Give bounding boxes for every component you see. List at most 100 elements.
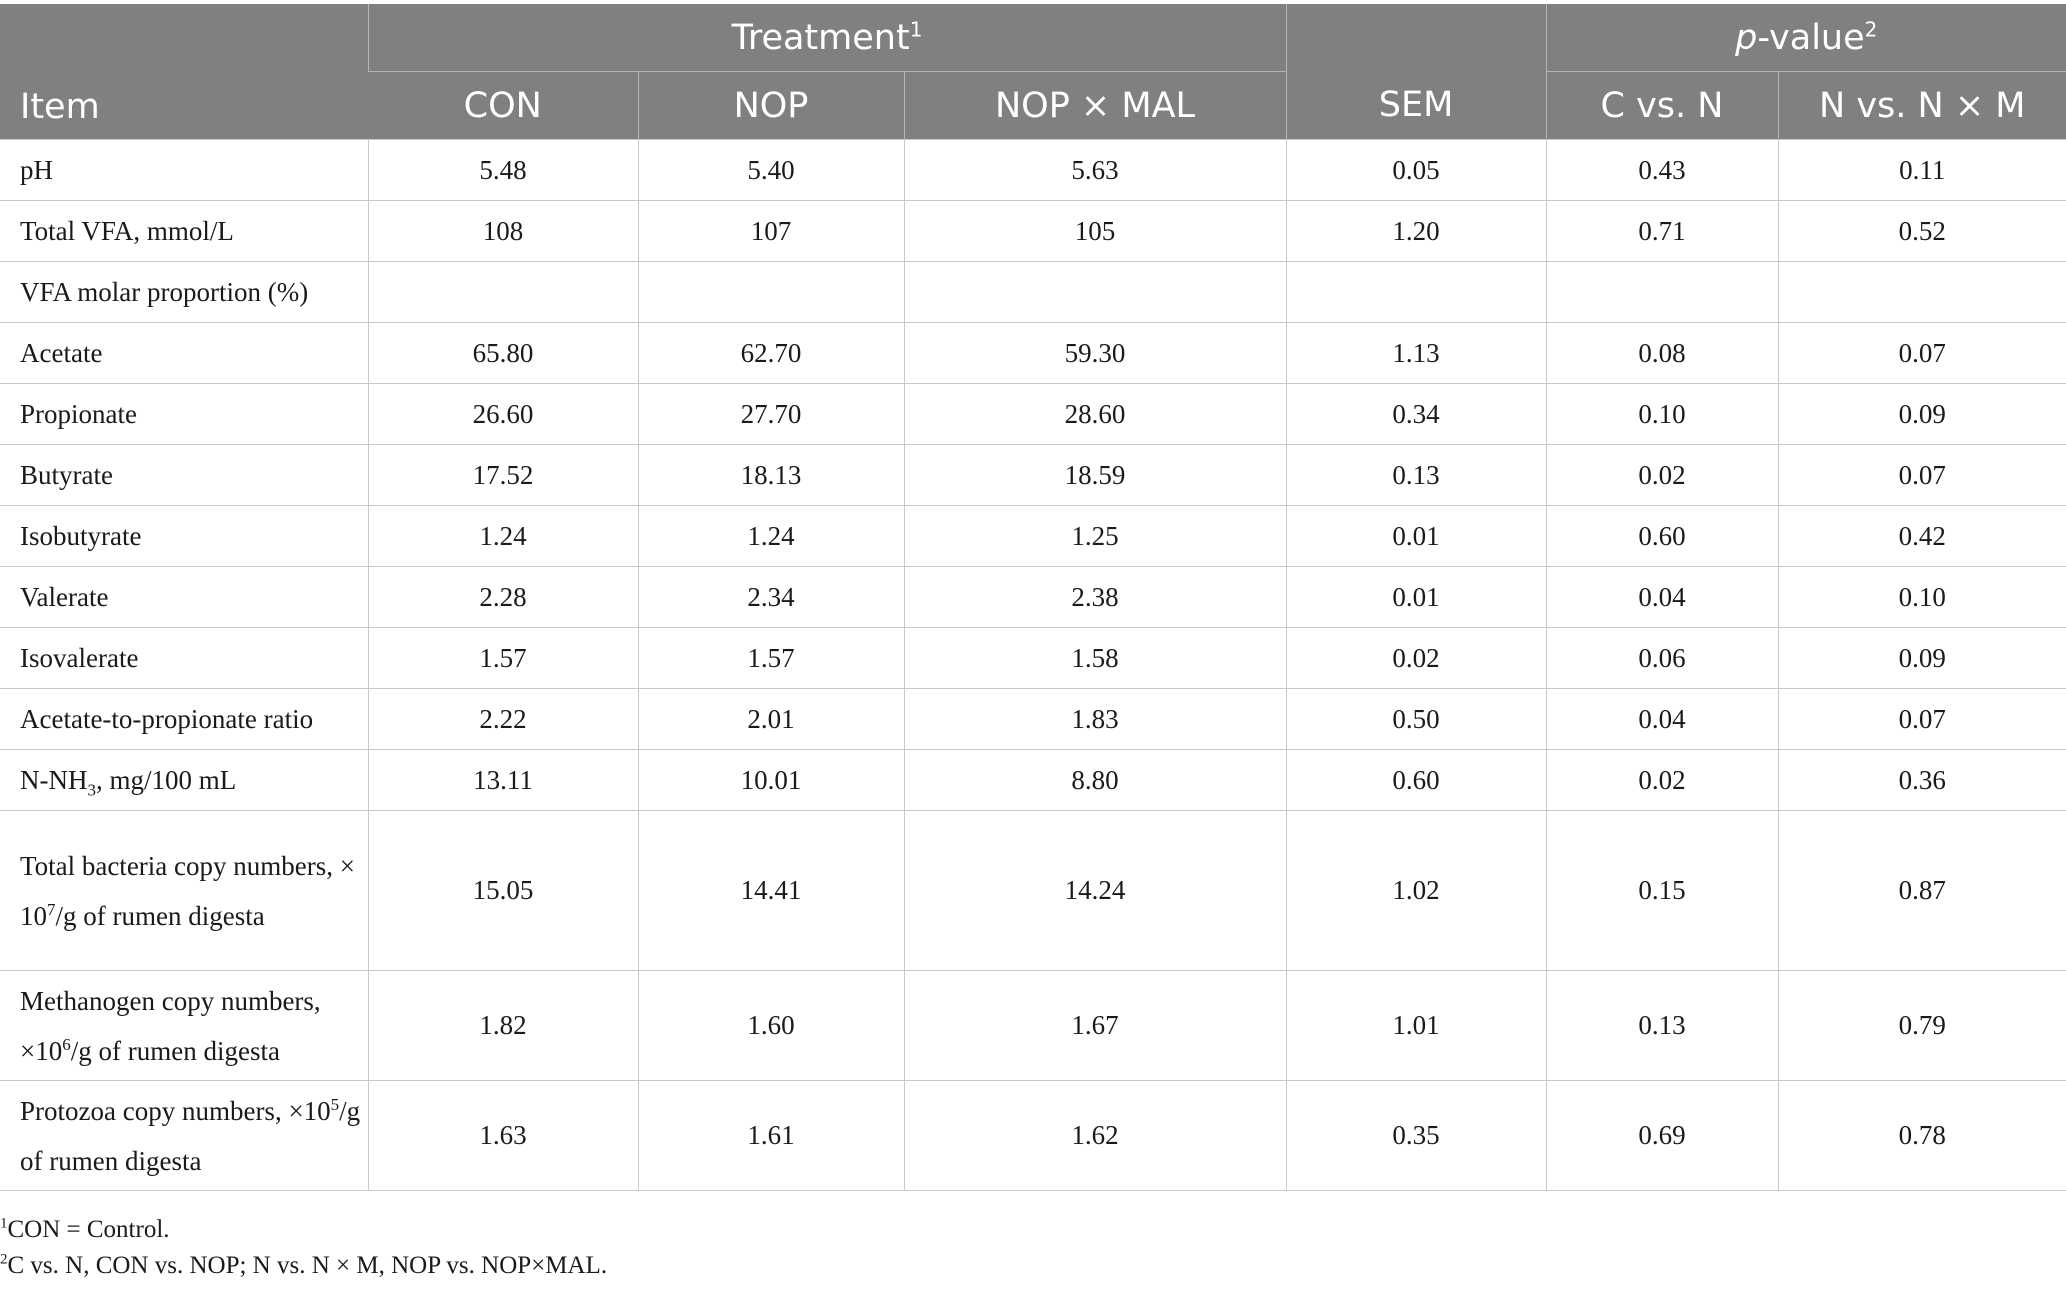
header-c-vs-n: C vs. N bbox=[1545, 71, 1779, 140]
cell: 18.13 bbox=[637, 444, 905, 506]
cell: 0.60 bbox=[1285, 749, 1547, 811]
table-row: pH 5.48 5.40 5.63 0.05 0.43 0.11 bbox=[0, 139, 2066, 201]
footnote: 1CON = Control. bbox=[0, 1215, 170, 1243]
table-row: Protozoa copy numbers, ×105/g of rumen d… bbox=[0, 1080, 2066, 1191]
cell: 1.83 bbox=[903, 688, 1287, 750]
cell: 0.13 bbox=[1545, 970, 1779, 1081]
row-label: Isovalerate bbox=[0, 627, 369, 689]
cell: 108 bbox=[367, 200, 639, 262]
cell: 13.11 bbox=[367, 749, 639, 811]
table-row: Acetate-to-propionate ratio 2.22 2.01 1.… bbox=[0, 688, 2066, 750]
row-label: Total bacteria copy numbers, × 107/g of … bbox=[0, 810, 369, 971]
cell: 0.01 bbox=[1285, 566, 1547, 628]
cell: 105 bbox=[903, 200, 1287, 262]
cell: 2.28 bbox=[367, 566, 639, 628]
row-label: pH bbox=[0, 139, 369, 201]
row-label: Propionate bbox=[0, 383, 369, 445]
header-pvalue: p-value2 bbox=[1545, 4, 2066, 72]
cell: 1.60 bbox=[637, 970, 905, 1081]
cell bbox=[1777, 261, 2066, 323]
cell: 0.87 bbox=[1777, 810, 2066, 971]
table-row: N-NH3, mg/100 mL 13.11 10.01 8.80 0.60 0… bbox=[0, 749, 2066, 811]
cell: 2.22 bbox=[367, 688, 639, 750]
cell: 8.80 bbox=[903, 749, 1287, 811]
cell: 0.08 bbox=[1545, 322, 1779, 384]
table-row: Total bacteria copy numbers, × 107/g of … bbox=[0, 810, 2066, 971]
table-row: Methanogen copy numbers, ×106/g of rumen… bbox=[0, 970, 2066, 1081]
cell: 1.25 bbox=[903, 505, 1287, 567]
cell: 0.13 bbox=[1285, 444, 1547, 506]
header-nop-mal: NOP × MAL bbox=[903, 71, 1287, 140]
cell: 2.38 bbox=[903, 566, 1287, 628]
cell: 62.70 bbox=[637, 322, 905, 384]
table-row: Acetate 65.80 62.70 59.30 1.13 0.08 0.07 bbox=[0, 322, 2066, 384]
table-row: Isovalerate 1.57 1.57 1.58 0.02 0.06 0.0… bbox=[0, 627, 2066, 689]
cell: 65.80 bbox=[367, 322, 639, 384]
cell: 1.57 bbox=[367, 627, 639, 689]
cell: 0.06 bbox=[1545, 627, 1779, 689]
cell: 0.34 bbox=[1285, 383, 1547, 445]
header-sem: SEM bbox=[1285, 71, 1547, 140]
cell: 15.05 bbox=[367, 810, 639, 971]
cell: 0.79 bbox=[1777, 970, 2066, 1081]
cell: 1.61 bbox=[637, 1080, 905, 1191]
header-con: CON bbox=[368, 71, 638, 140]
table-row: Butyrate 17.52 18.13 18.59 0.13 0.02 0.0… bbox=[0, 444, 2066, 506]
cell: 0.78 bbox=[1777, 1080, 2066, 1191]
table-row: Total VFA, mmol/L 108 107 105 1.20 0.71 … bbox=[0, 200, 2066, 262]
cell: 5.40 bbox=[637, 139, 905, 201]
footnotes: 1CON = Control. 2C vs. N, CON vs. NOP; N… bbox=[0, 1212, 607, 1284]
header-treatment: Treatment1 bbox=[367, 4, 1287, 72]
results-table: Item Treatment1 p-value2 CON NOP NOP × M… bbox=[0, 4, 2066, 1191]
row-label: Acetate bbox=[0, 322, 369, 384]
row-label: Butyrate bbox=[0, 444, 369, 506]
cell bbox=[637, 261, 905, 323]
header-blank bbox=[1285, 4, 1547, 72]
cell: 0.02 bbox=[1545, 444, 1779, 506]
row-label: Acetate-to-propionate ratio bbox=[0, 688, 369, 750]
cell: 0.50 bbox=[1285, 688, 1547, 750]
cell: 1.82 bbox=[367, 970, 639, 1081]
table-row: Valerate 2.28 2.34 2.38 0.01 0.04 0.10 bbox=[0, 566, 2066, 628]
cell: 1.02 bbox=[1285, 810, 1547, 971]
header-row-columns: CON NOP NOP × MAL SEM C vs. N N vs. N × … bbox=[0, 71, 2066, 140]
cell: 0.36 bbox=[1777, 749, 2066, 811]
cell bbox=[367, 261, 639, 323]
header-n-vs-nm: N vs. N × M bbox=[1777, 71, 2066, 140]
cell: 2.34 bbox=[637, 566, 905, 628]
row-label: Isobutyrate bbox=[0, 505, 369, 567]
cell: 28.60 bbox=[903, 383, 1287, 445]
cell: 1.67 bbox=[903, 970, 1287, 1081]
cell: 17.52 bbox=[367, 444, 639, 506]
header-item: Item bbox=[0, 4, 368, 140]
cell: 1.24 bbox=[367, 505, 639, 567]
cell: 0.01 bbox=[1285, 505, 1547, 567]
cell: 10.01 bbox=[637, 749, 905, 811]
cell: 0.42 bbox=[1777, 505, 2066, 567]
table-row: Propionate 26.60 27.70 28.60 0.34 0.10 0… bbox=[0, 383, 2066, 445]
table-row: VFA molar proportion (%) bbox=[0, 261, 2066, 323]
cell: 14.41 bbox=[637, 810, 905, 971]
cell: 1.62 bbox=[903, 1080, 1287, 1191]
cell: 14.24 bbox=[903, 810, 1287, 971]
cell: 2.01 bbox=[637, 688, 905, 750]
cell: 1.63 bbox=[367, 1080, 639, 1191]
table-row: Isobutyrate 1.24 1.24 1.25 0.01 0.60 0.4… bbox=[0, 505, 2066, 567]
cell: 59.30 bbox=[903, 322, 1287, 384]
cell bbox=[1545, 261, 1779, 323]
cell bbox=[1285, 261, 1547, 323]
cell: 1.13 bbox=[1285, 322, 1547, 384]
cell: 1.58 bbox=[903, 627, 1287, 689]
row-label: Total VFA, mmol/L bbox=[0, 200, 369, 262]
cell: 0.43 bbox=[1545, 139, 1779, 201]
cell: 26.60 bbox=[367, 383, 639, 445]
cell: 0.07 bbox=[1777, 444, 2066, 506]
cell: 0.11 bbox=[1777, 139, 2066, 201]
cell bbox=[903, 261, 1287, 323]
cell: 0.02 bbox=[1545, 749, 1779, 811]
header-nop: NOP bbox=[637, 71, 904, 140]
header-row-groups: Item Treatment1 p-value2 bbox=[0, 4, 2066, 140]
cell: 0.52 bbox=[1777, 200, 2066, 262]
cell: 0.71 bbox=[1545, 200, 1779, 262]
cell: 1.24 bbox=[637, 505, 905, 567]
